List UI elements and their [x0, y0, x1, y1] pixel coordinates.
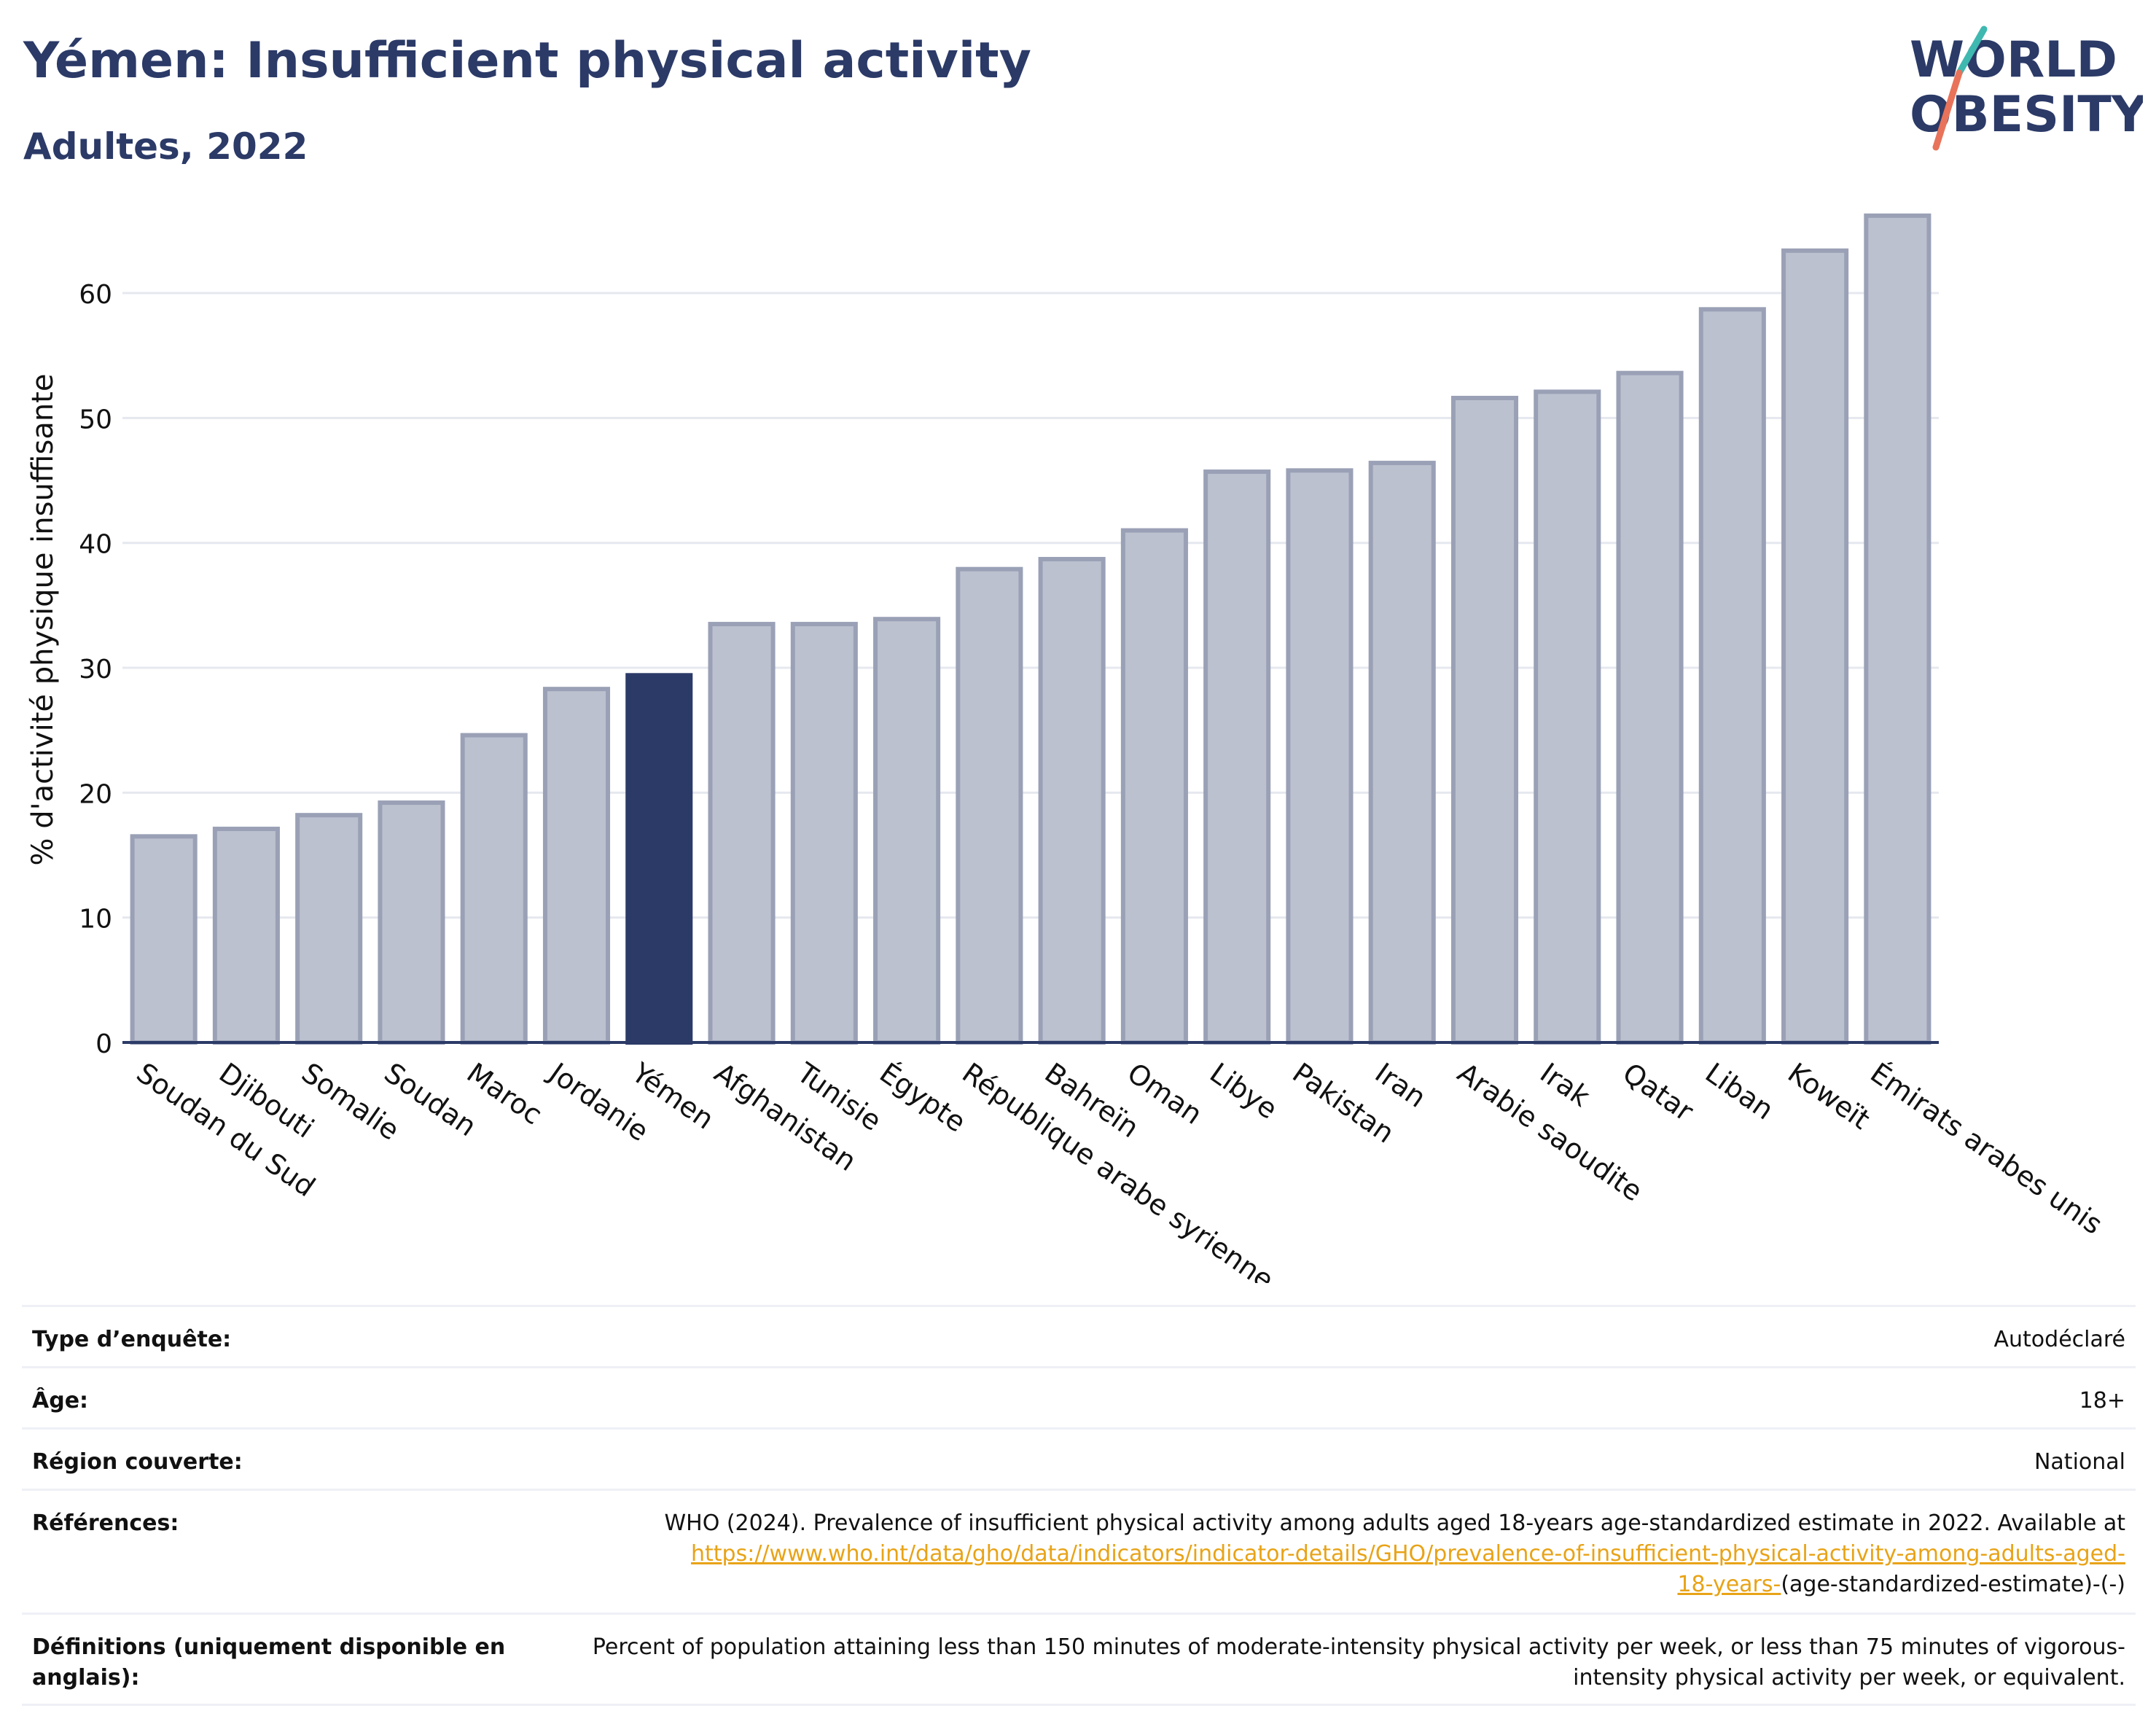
- y-tick-label: 30: [79, 655, 112, 685]
- bar: [1450, 395, 1519, 1045]
- x-tick-label: Liban: [1700, 1056, 1780, 1126]
- info-value-references: WHO (2024). Prevalence of insufficient p…: [513, 1508, 2125, 1613]
- bar: [1616, 370, 1684, 1045]
- info-row-references: Références: WHO (2024). Prevalence of in…: [22, 1489, 2136, 1613]
- bar: [956, 566, 1023, 1045]
- y-tick-label: 0: [95, 1029, 112, 1059]
- bar: [1286, 468, 1354, 1045]
- page-title: Yémen: Insufficient physical activity: [23, 32, 1031, 90]
- y-tick-label: 20: [79, 779, 112, 809]
- page-subtitle: Adultes, 2022: [23, 125, 308, 168]
- y-axis-label: % d'activité physique insuffisante: [26, 374, 60, 866]
- logo-teal-stroke: [1956, 26, 1988, 77]
- y-tick-label: 10: [79, 905, 112, 935]
- info-value-definitions: Percent of population attaining less tha…: [592, 1634, 2125, 1691]
- info-value-survey-type: Autodéclaré: [1993, 1327, 2126, 1352]
- bar: [1698, 307, 1766, 1045]
- references-link-cont[interactable]: 18-years-: [1677, 1572, 1781, 1597]
- references-text: WHO (2024). Prevalence of insufficient p…: [664, 1510, 2125, 1536]
- y-tick-label: 40: [79, 530, 112, 560]
- bar: [378, 800, 445, 1045]
- logo-line1: WORLD: [1910, 31, 2117, 89]
- info-label-definitions: Définitions (uniquement disponible en an…: [32, 1634, 506, 1691]
- bars-layer: [130, 213, 1932, 1045]
- info-row-age: Âge: 18+: [22, 1366, 2136, 1427]
- info-label-survey-type: Type d’enquête:: [32, 1327, 232, 1352]
- bar: [1534, 389, 1601, 1045]
- bar: [130, 834, 198, 1045]
- info-row-definitions: Définitions (uniquement disponible en an…: [22, 1613, 2136, 1706]
- x-tick-label: Émirats arabes unis: [1864, 1056, 2108, 1240]
- x-tick-label: Libye: [1204, 1056, 1284, 1125]
- bar: [1864, 213, 1932, 1045]
- x-tick-label: Irak: [1534, 1056, 1595, 1112]
- bar: [1368, 461, 1436, 1045]
- x-tick-label: Iran: [1370, 1056, 1432, 1114]
- info-row-survey-type: Type d’enquête: Autodéclaré: [22, 1305, 2136, 1366]
- x-tick-label: Qatar: [1617, 1056, 1699, 1128]
- y-tick-label: 60: [79, 280, 112, 310]
- bar: [1038, 556, 1106, 1045]
- info-row-region: Région couverte: National: [22, 1427, 2136, 1489]
- info-table: Type d’enquête: Autodéclaré Âge: 18+ Rég…: [22, 1305, 2136, 1706]
- bar: [460, 733, 528, 1045]
- bar: [212, 827, 280, 1045]
- y-tick-label: 50: [79, 405, 112, 434]
- world-obesity-logo: WORLD OBESITY: [1910, 26, 2143, 151]
- x-tick-label: Égypte: [874, 1056, 972, 1138]
- bar: [790, 622, 858, 1045]
- bar: [295, 813, 363, 1045]
- bar: [542, 687, 611, 1045]
- bar: [1120, 528, 1188, 1045]
- info-value-region: National: [2034, 1449, 2125, 1475]
- logo-coral-stroke: [1932, 69, 1963, 151]
- x-tick-label: Afghanistan: [708, 1056, 862, 1177]
- bar-highlight: [625, 673, 693, 1045]
- bar: [1781, 248, 1849, 1045]
- info-value-age: 18+: [2079, 1388, 2125, 1414]
- bar: [1203, 469, 1271, 1045]
- info-label-region: Région couverte:: [32, 1449, 243, 1475]
- bar: [708, 622, 776, 1045]
- info-label-age: Âge:: [32, 1388, 89, 1414]
- references-link[interactable]: https://www.who.int/data/gho/data/indica…: [691, 1541, 2125, 1567]
- x-tick-label: Koweït: [1782, 1056, 1876, 1135]
- info-label-references: Références:: [32, 1510, 179, 1536]
- bar: [873, 617, 941, 1045]
- references-text-after: (age-standardized-estimate)-(-): [1781, 1572, 2125, 1597]
